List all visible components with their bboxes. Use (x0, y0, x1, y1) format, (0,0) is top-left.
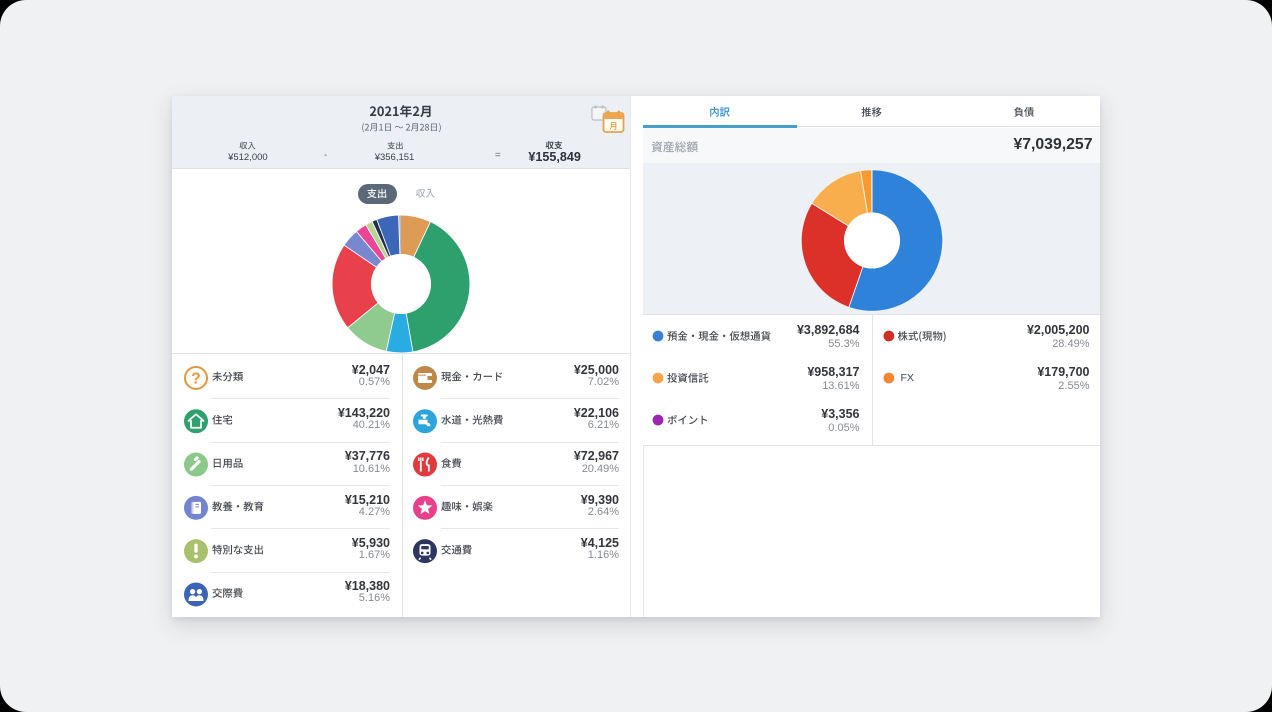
svg-text:?: ? (191, 370, 200, 387)
